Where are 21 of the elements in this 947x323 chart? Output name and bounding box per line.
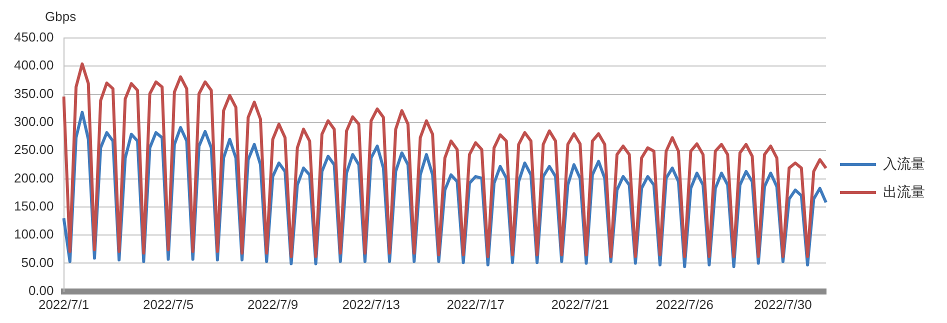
x-tick-label: 2022/7/30 <box>754 296 812 312</box>
x-tick-label: 2022/7/9 <box>247 296 298 312</box>
y-tick-label: 400.00 <box>14 58 54 73</box>
x-tick-label: 2022/7/17 <box>446 296 505 312</box>
y-tick-label: 0.00 <box>28 282 54 298</box>
x-tick-label: 2022/7/21 <box>551 296 610 312</box>
x-tick-label: 2022/7/13 <box>342 296 400 312</box>
y-tick-label: 350.00 <box>14 86 54 101</box>
y-tick-label: 100.00 <box>14 226 54 242</box>
y-tick-label: 50.00 <box>21 254 54 270</box>
x-tick-label: 2022/7/1 <box>38 296 90 312</box>
y-tick-label: 450.00 <box>14 30 54 45</box>
legend-label: 出流量 <box>883 183 925 200</box>
legend-label: 入流量 <box>883 155 925 172</box>
y-tick-label: 250.00 <box>14 142 54 158</box>
y-tick-label: 300.00 <box>14 114 54 130</box>
y-tick-label: 150.00 <box>14 198 54 214</box>
y-tick-label: 200.00 <box>14 170 54 186</box>
x-tick-label: 2022/7/26 <box>656 296 714 312</box>
y-axis-title: Gbps <box>45 9 77 24</box>
x-tick-label: 2022/7/5 <box>142 296 194 312</box>
